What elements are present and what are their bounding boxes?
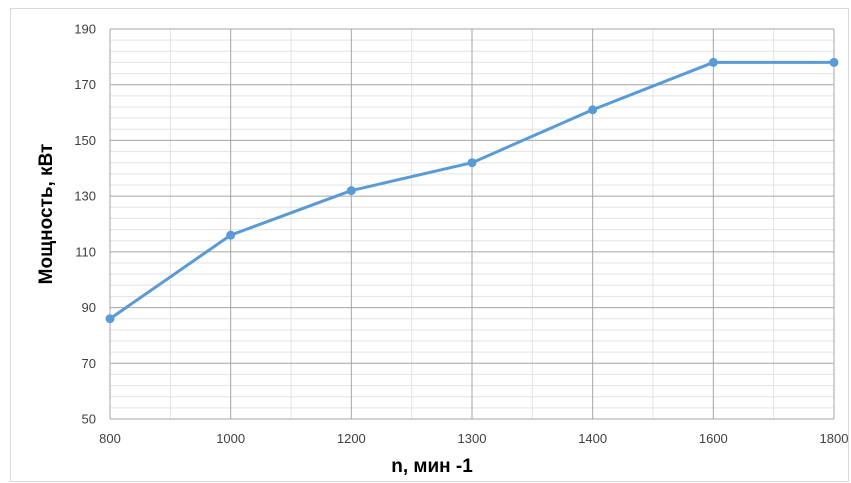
- x-tick-label: 800: [99, 431, 121, 446]
- x-tick-label: 1600: [699, 431, 728, 446]
- chart-frame: [10, 8, 849, 482]
- x-axis-title: n, мин -1: [391, 456, 473, 477]
- data-point: [226, 230, 236, 240]
- y-tick-label: 70: [82, 356, 96, 371]
- y-tick-label: 130: [74, 189, 96, 204]
- x-tick-label: 1400: [578, 431, 607, 446]
- data-point: [467, 158, 477, 168]
- data-point: [708, 57, 718, 67]
- x-axis-ticks: 800 1000 1200 1300 1400 1600 1800: [99, 431, 848, 446]
- data-point: [105, 314, 115, 324]
- x-tick-label: 1200: [337, 431, 366, 446]
- y-tick-label: 50: [82, 412, 96, 427]
- y-axis-title: Мощность, кВт: [36, 144, 57, 285]
- y-tick-label: 150: [74, 133, 96, 148]
- data-point: [829, 57, 839, 67]
- major-grid: [109, 28, 835, 420]
- series-group: [105, 57, 839, 324]
- y-axis-ticks: 50 70 90 110 130 150 170 190: [74, 22, 96, 427]
- y-tick-label: 90: [82, 300, 96, 315]
- x-tick-label: 1800: [820, 431, 849, 446]
- y-tick-label: 170: [74, 77, 96, 92]
- y-tick-label: 190: [74, 22, 96, 37]
- x-tick-label: 1000: [216, 431, 245, 446]
- data-point: [346, 186, 356, 196]
- data-point: [588, 105, 598, 115]
- y-tick-label: 110: [75, 244, 96, 259]
- x-tick-label: 1300: [458, 431, 487, 446]
